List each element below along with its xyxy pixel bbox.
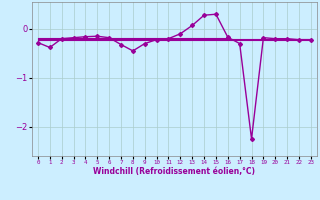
X-axis label: Windchill (Refroidissement éolien,°C): Windchill (Refroidissement éolien,°C) bbox=[93, 167, 255, 176]
